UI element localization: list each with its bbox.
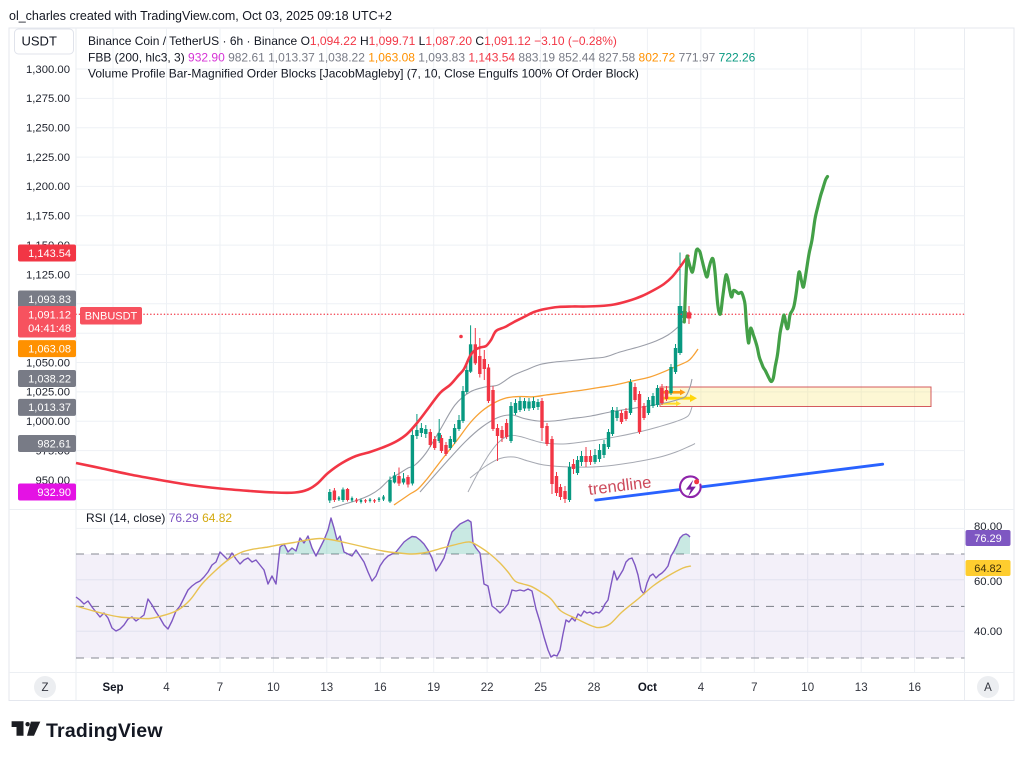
svg-text:TradingView: TradingView (46, 720, 163, 742)
svg-text:40.00: 40.00 (974, 626, 1002, 638)
svg-text:25: 25 (534, 682, 547, 694)
svg-text:7: 7 (217, 682, 223, 694)
svg-text:1,063.08: 1,063.08 (28, 343, 71, 355)
svg-text:04:41:48: 04:41:48 (28, 323, 71, 335)
svg-text:1,025.00: 1,025.00 (26, 387, 70, 399)
svg-text:1,038.22: 1,038.22 (28, 373, 71, 385)
svg-text:1,200.00: 1,200.00 (26, 181, 70, 193)
svg-text:1,050.00: 1,050.00 (26, 357, 70, 369)
svg-text:Binance Coin / TetherUS · 6h ·: Binance Coin / TetherUS · 6h · Binance O… (88, 34, 617, 48)
svg-text:16: 16 (374, 682, 387, 694)
svg-text:1,093.83: 1,093.83 (28, 294, 71, 306)
svg-text:28: 28 (588, 682, 601, 694)
svg-text:Volume Profile Bar-Magnified O: Volume Profile Bar-Magnified Order Block… (88, 67, 639, 81)
svg-text:1,013.37: 1,013.37 (28, 402, 71, 414)
svg-text:1,250.00: 1,250.00 (26, 123, 70, 135)
svg-text:1,225.00: 1,225.00 (26, 152, 70, 164)
svg-text:64.82: 64.82 (974, 563, 1002, 575)
svg-text:RSI (14, close) 76.29 64.82: RSI (14, close) 76.29 64.82 (86, 511, 232, 525)
svg-text:1,143.54: 1,143.54 (28, 248, 71, 260)
svg-text:13: 13 (320, 682, 333, 694)
svg-text:ol_charles created with Tradin: ol_charles created with TradingView.com,… (9, 9, 392, 23)
svg-text:A: A (984, 682, 992, 694)
svg-text:13: 13 (855, 682, 868, 694)
svg-text:1,300.00: 1,300.00 (26, 64, 70, 76)
svg-text:80.00: 80.00 (974, 521, 1002, 533)
svg-text:1,275.00: 1,275.00 (26, 93, 70, 105)
svg-text:1,091.12: 1,091.12 (28, 310, 71, 322)
svg-text:982.61: 982.61 (37, 438, 71, 450)
svg-text:16: 16 (908, 682, 921, 694)
svg-text:BNBUSDT: BNBUSDT (85, 311, 138, 323)
svg-text:4: 4 (698, 682, 705, 694)
svg-text:7: 7 (751, 682, 757, 694)
svg-text:USDT: USDT (22, 34, 57, 49)
svg-text:19: 19 (427, 682, 440, 694)
svg-text:932.90: 932.90 (37, 487, 71, 499)
svg-text:22: 22 (481, 682, 494, 694)
svg-text:76.29: 76.29 (974, 533, 1002, 545)
svg-text:10: 10 (801, 682, 814, 694)
svg-text:1,125.00: 1,125.00 (26, 269, 70, 281)
svg-text:1,175.00: 1,175.00 (26, 211, 70, 223)
svg-text:60.00: 60.00 (974, 576, 1002, 588)
svg-text:1,000.00: 1,000.00 (26, 416, 70, 428)
svg-text:Sep: Sep (102, 682, 123, 694)
svg-text:FBB (200, hlc3, 3) 932.90 982.: FBB (200, hlc3, 3) 932.90 982.61 1,013.3… (88, 51, 756, 65)
svg-text:4: 4 (163, 682, 170, 694)
svg-text:Z: Z (41, 682, 48, 694)
svg-text:Oct: Oct (638, 682, 657, 694)
svg-text:10: 10 (267, 682, 280, 694)
